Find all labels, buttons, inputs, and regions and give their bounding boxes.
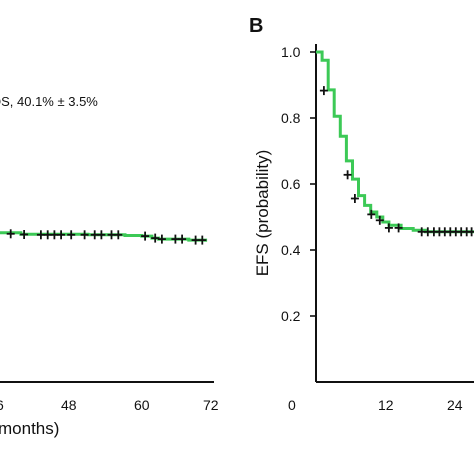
panel-b-censor-mark [350,194,359,203]
panel-a-censor-mark [171,234,180,244]
panel-b-censor-mark [467,227,474,237]
panel-b-y-axis-title: EFS (probability) [253,150,272,277]
panel-a-x-tick-label: 72 [203,397,219,413]
panel-b-censor-mark [394,223,403,233]
panel-a-censor-mark [6,229,15,239]
panel-a-censor-mark [107,230,116,240]
panel-b-x-tick-label: 0 [288,397,296,413]
panel-a-censor-mark [114,230,123,240]
panel-b-x-tick-label: 12 [378,397,394,413]
panel-b-survival-curve [316,50,474,234]
panel-a-censor-mark [157,234,166,244]
panel-a-censor-mark [97,230,106,240]
panel-a-censor-mark [178,234,187,244]
panel-b-censor-mark [319,86,328,96]
panel-b-y-tick-label: 0.4 [281,242,301,258]
panel-a-x-tick-label: 6 [0,397,4,413]
panel-a-chart: OS, 40.1% ± 3.5% months) 6 48 60 72 [0,94,219,438]
panel-a-x-tick-label: 60 [134,397,150,413]
panel-a-censor-mark [80,230,89,240]
panel-b-censor-mark [375,215,384,225]
panel-b-chart: B 1.0 0.8 0.6 0.4 0.2 EFS (probability) … [249,15,474,413]
panel-a-censor-mark [36,230,45,240]
panel-a-censor-mark [151,233,160,243]
panel-b-y-tick-label: 1.0 [281,44,301,60]
panel-b-x-tick-label: 24 [447,397,463,413]
panel-b-letter: B [249,15,263,37]
panel-b-y-tick-label: 0.6 [281,176,301,192]
panel-a-censor-mark [67,230,76,240]
panel-a-censor-mark [43,230,52,240]
panel-a-x-tick-label: 48 [61,397,77,413]
panel-a-censor-mark [50,230,59,240]
panel-b-series [316,50,474,237]
panel-b-y-tick-label: 0.8 [281,110,301,126]
panel-b-censor-mark [384,223,393,233]
panel-b-censor-mark [343,170,352,180]
panel-a-censor-mark [90,230,99,240]
panel-a-censor-mark [57,230,66,240]
panel-a-censor-mark [141,231,150,241]
panel-a-censor-mark [198,235,207,245]
panel-b-censor-mark [367,209,376,219]
panel-a-censor-mark [191,235,200,245]
panel-a-annotation: OS, 40.1% ± 3.5% [0,94,98,109]
panel-a-series [0,229,208,245]
panel-a-censor-mark [20,230,29,239]
panel-a-x-axis-title: months) [0,419,59,438]
panel-b-y-tick-label: 0.2 [281,308,301,324]
